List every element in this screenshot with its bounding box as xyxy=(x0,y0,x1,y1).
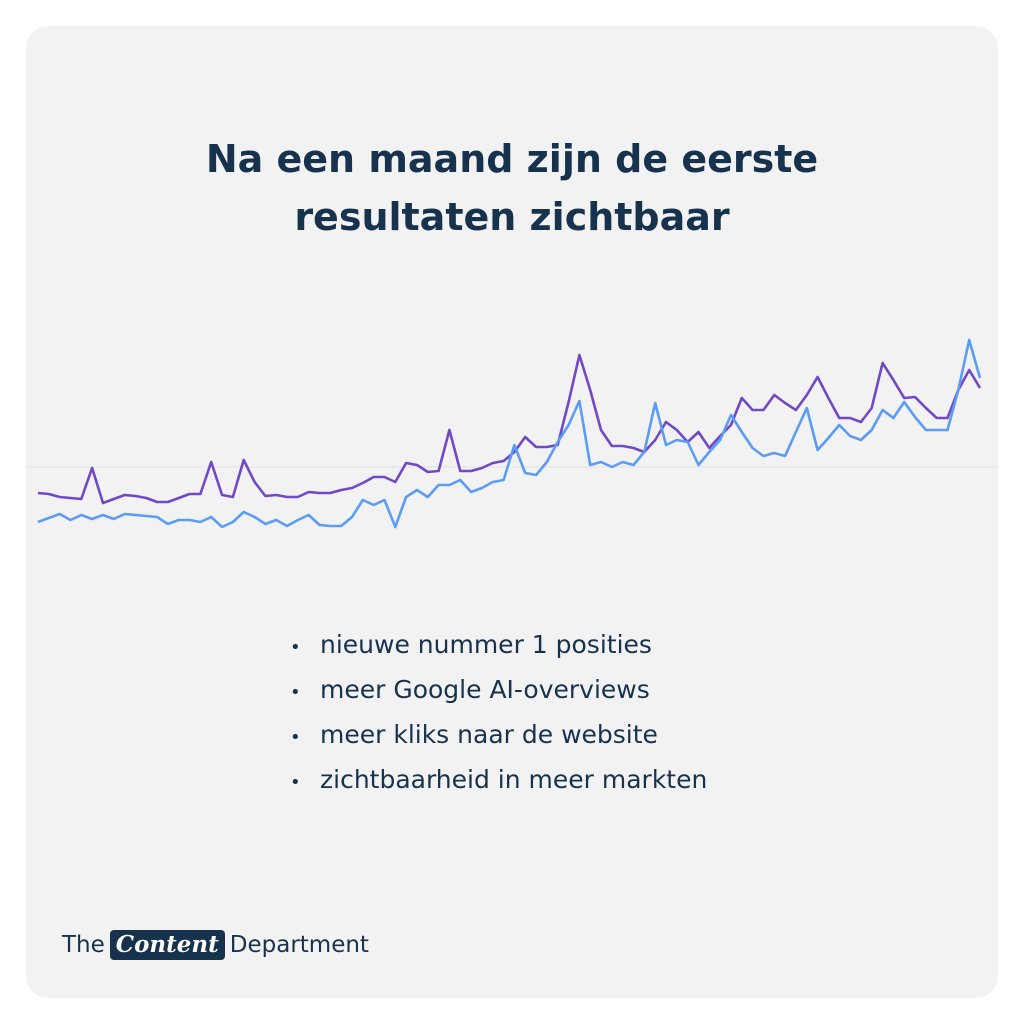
bullet-item: meer kliks naar de website xyxy=(290,714,707,759)
bullet-item: zichtbaarheid in meer markten xyxy=(290,759,707,804)
brand-highlight: Content xyxy=(109,930,225,960)
bullet-item: meer Google AI-overviews xyxy=(290,669,707,714)
bullet-item: nieuwe nummer 1 posities xyxy=(290,624,707,669)
brand-logo: The Content Department xyxy=(62,930,369,960)
bullet-list: nieuwe nummer 1 positiesmeer Google AI-o… xyxy=(290,624,707,804)
card xyxy=(26,26,998,998)
data-line xyxy=(37,353,982,505)
data-line xyxy=(37,338,982,529)
chart-title: Na een maand zijn de eerste resultaten z… xyxy=(205,137,819,239)
brand-text: Department xyxy=(229,932,369,958)
brand-text: The xyxy=(62,932,105,958)
